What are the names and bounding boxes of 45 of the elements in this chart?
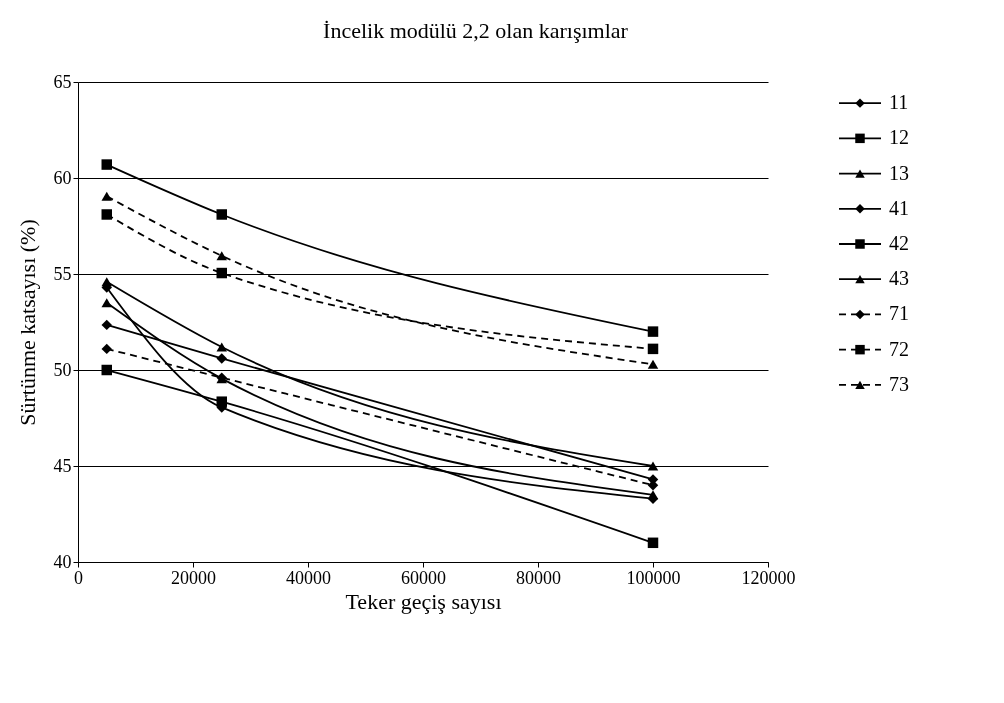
legend-label: 12 (889, 126, 909, 149)
point (216, 209, 227, 220)
point (101, 191, 112, 201)
x-tick-label: 100000 (626, 567, 681, 588)
point (647, 461, 659, 471)
legend-label: 13 (889, 161, 909, 184)
point (101, 319, 112, 331)
x-tick-label: 40000 (286, 567, 331, 588)
point (647, 537, 659, 549)
y-tick-label: 50 (53, 359, 72, 380)
legend-label: 72 (889, 337, 909, 360)
legend-label: 41 (889, 196, 909, 219)
point (647, 343, 659, 355)
legend-label: 71 (889, 302, 909, 325)
legend-label: 43 (889, 267, 909, 290)
point (216, 251, 227, 261)
x-tick-label: 60000 (401, 567, 446, 588)
legend-label: 42 (889, 232, 909, 254)
y-tick-label: 65 (53, 71, 72, 92)
point (216, 396, 227, 407)
x-tick-label: 120000 (741, 567, 796, 588)
point (216, 267, 227, 279)
legend-label: 11 (889, 91, 909, 114)
y-tick-label: 45 (53, 455, 72, 476)
chart-title: İncelik modülü 2,2 olan karışımlar (323, 18, 629, 43)
y-tick-label: 55 (53, 263, 72, 284)
x-tick-label: 0 (74, 567, 83, 588)
point (216, 342, 227, 352)
point (647, 359, 659, 369)
y-tick-label: 60 (53, 167, 72, 188)
point (647, 490, 659, 500)
x-axis-title: Teker geçiş sayısı (345, 588, 502, 614)
y-axis-title: Sürtünme katsayısı (%) (14, 219, 40, 426)
point (647, 326, 659, 337)
point (101, 343, 112, 355)
x-tick-label: 20000 (171, 567, 216, 588)
point (101, 277, 112, 287)
point (101, 364, 112, 376)
point (101, 159, 112, 170)
point (216, 353, 227, 364)
point (101, 209, 112, 220)
legend-label: 73 (889, 372, 909, 395)
x-tick-label: 80000 (516, 567, 561, 588)
y-tick-label: 40 (53, 551, 72, 572)
point (101, 298, 112, 308)
